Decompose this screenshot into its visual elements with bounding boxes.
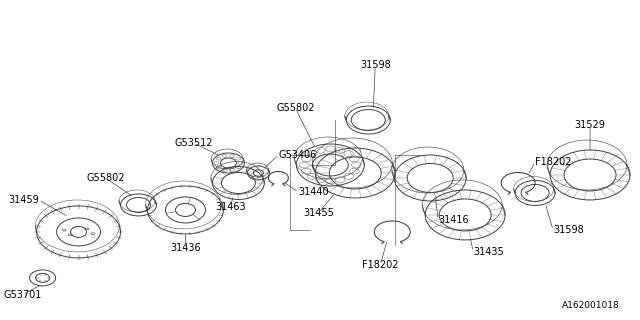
Text: G53406: G53406 (278, 150, 317, 160)
Text: A162001018: A162001018 (563, 301, 620, 310)
Text: G53512: G53512 (174, 138, 212, 148)
Text: 31463: 31463 (215, 202, 246, 212)
Text: G53701: G53701 (3, 290, 42, 300)
Text: 31598: 31598 (553, 225, 584, 235)
Text: 31459: 31459 (8, 195, 38, 205)
Text: 31440: 31440 (298, 187, 329, 197)
Text: F18202: F18202 (535, 157, 572, 167)
Text: 31416: 31416 (438, 215, 469, 225)
Text: 31435: 31435 (473, 247, 504, 257)
Text: 31598: 31598 (360, 60, 390, 70)
Text: F18202: F18202 (362, 260, 399, 270)
Text: G55802: G55802 (276, 103, 315, 113)
Text: G55802: G55802 (86, 173, 125, 183)
Text: 31436: 31436 (170, 243, 201, 253)
Text: 31455: 31455 (303, 208, 334, 218)
Text: 31529: 31529 (575, 120, 605, 130)
